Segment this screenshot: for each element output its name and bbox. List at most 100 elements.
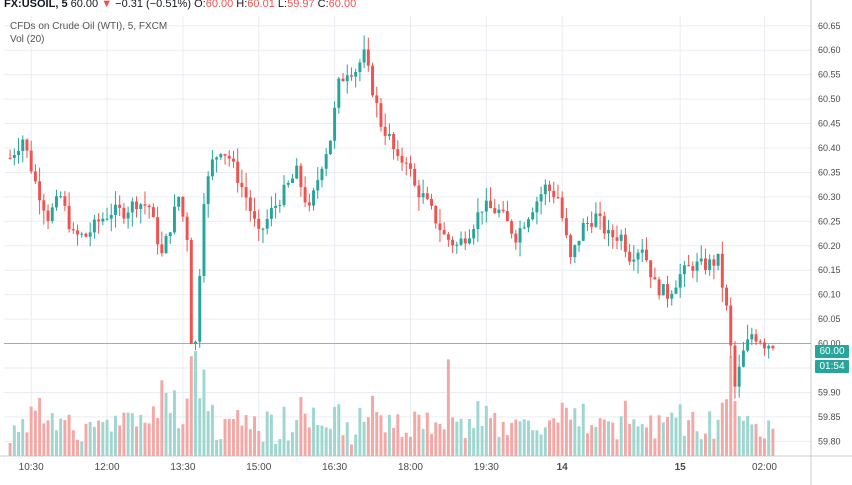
volume-bar [720,402,724,456]
candle-body [21,139,25,151]
x-tick-label: 16:30 [322,462,347,473]
volume-bar [76,439,80,456]
candle-body [92,219,96,233]
candle-body [518,228,522,243]
candle-body [42,200,46,211]
candle-body [463,238,467,244]
candle-body [674,287,678,294]
volume-indicator-label[interactable]: Vol (20) [10,34,45,45]
volume-bar [476,401,480,456]
volume-bar [636,426,640,456]
volume-bar [202,369,206,456]
candle-body [307,202,311,206]
candle-body [25,139,29,151]
volume-bar [539,434,543,456]
volume-bar [434,422,438,456]
y-tick-label: 60.30 [818,192,841,202]
candle-body [299,165,303,188]
volume-bar [678,404,682,456]
candle-body [767,345,771,349]
symbol-label[interactable]: FX:USOIL, 5 [4,0,68,10]
candle-body [467,238,471,244]
volume-bar [25,432,29,456]
candle-body [497,209,501,214]
candle-body [278,205,282,207]
volume-bar [484,405,488,456]
volume-bar [501,421,505,456]
candle-body [666,284,670,299]
volume-bar [354,434,358,456]
volume-bar [602,419,606,456]
volume-bar [59,418,63,456]
volume-bar [337,404,341,456]
volume-bar [215,439,219,456]
volume-bar [657,415,661,456]
candle-body [328,140,332,155]
candle-body [560,197,564,219]
y-tick-label: 59.90 [818,387,841,397]
volume-bar [383,432,387,456]
candle-body [320,168,324,181]
volume-bar [147,423,151,456]
candle-body [396,149,400,156]
candle-body [210,159,214,177]
candle-body [581,222,585,241]
volume-bar [442,429,446,456]
volume-bar [164,393,168,456]
candle-body [312,190,316,206]
candle-body [194,341,198,344]
volume-bar [653,438,657,456]
y-tick-label: 60.40 [818,143,841,153]
candle-body [358,62,362,73]
volume-bar [139,414,143,456]
volume-bar [324,427,328,456]
volume-bar [328,428,332,456]
candle-body [539,194,543,202]
volume-bar [400,437,404,456]
candle-body [156,217,160,245]
bar-countdown-tag: 01:54 [815,360,849,373]
candle-body [337,78,341,108]
candle-body [404,162,408,164]
candle-body [421,193,425,198]
volume-bar [640,424,644,456]
candle-body [118,204,122,208]
candle-body [362,49,366,63]
candle-body [274,205,278,208]
candle-body [670,293,674,299]
volume-bar [341,435,345,456]
volume-bar [261,441,265,456]
candle-body [50,207,54,222]
volume-bar [46,420,50,456]
candle-body [531,212,535,220]
candle-body [640,249,644,253]
candle-body [46,210,50,222]
volume-bar [750,424,754,456]
candle-body [699,258,703,262]
candle-body [459,238,463,245]
volume-bar [725,399,729,456]
candle-body [126,212,130,219]
candle-body [76,230,80,235]
candle-body [505,211,509,222]
volume-bar [661,422,665,456]
y-tick-label: 60.05 [818,314,841,324]
close-label: C: [317,0,329,10]
volume-bar [240,425,244,456]
symbol-header: FX:USOIL, 5 60.00 ▼ −0.31 (−0.51%) O:60.… [4,0,356,10]
candle-body [708,259,712,271]
volume-bar [733,400,737,456]
volume-bar [699,439,703,456]
candle-body [354,72,358,77]
volume-bar [143,422,147,456]
candle-body [657,279,661,296]
volume-bar [430,433,434,456]
volume-bar [286,440,290,456]
candle-body [147,205,151,208]
candle-body [122,207,126,219]
candle-body [746,339,750,351]
volume-bar [63,420,67,456]
candle-body [661,284,665,296]
candle-body [286,182,290,185]
volume-bar [177,428,181,456]
